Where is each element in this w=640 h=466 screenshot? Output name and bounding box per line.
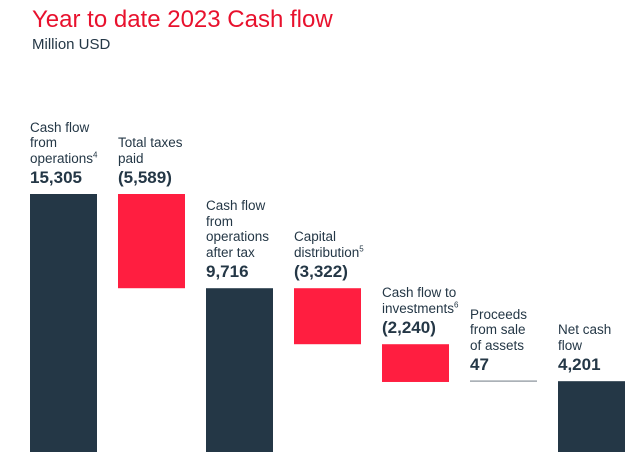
step-label-line: Proceeds xyxy=(470,306,528,322)
step-label-1: Cash flow from operations4 15,305 xyxy=(30,120,98,190)
data-label: 15,305 xyxy=(30,168,82,187)
data-label: (3,322) xyxy=(294,262,348,282)
step-label-line: operations4 xyxy=(30,150,98,166)
bar-5 xyxy=(382,344,449,382)
step-label-3: Cash flow from operations after tax 9,716 xyxy=(206,198,269,283)
footnote-marker: 4 xyxy=(93,150,98,159)
step-label-line: Net cash xyxy=(558,322,612,338)
step-label-line: flow xyxy=(558,337,583,353)
bar-1 xyxy=(30,194,97,452)
step-label-5: Cash flow to investments6 (2,240) xyxy=(382,285,458,339)
step-label-2: Total taxes paid (5,589) xyxy=(118,135,183,189)
step-label-line: investments6 xyxy=(382,300,459,316)
step-label-line: Cash flow xyxy=(206,198,266,214)
footnote-marker: 6 xyxy=(454,300,459,310)
step-label-4: Capital distribution5 (3,322) xyxy=(294,229,364,283)
step-label-line: paid xyxy=(118,150,144,166)
bar-7 xyxy=(558,381,625,452)
step-label-line: from xyxy=(30,135,57,150)
step-label-6: Proceeds from sale of assets 47 xyxy=(470,307,527,377)
step-label-line: from sale xyxy=(470,322,526,338)
step-label-line: Cash flow to xyxy=(382,285,457,301)
step-label-line: after tax xyxy=(206,244,255,260)
chart-subtitle: Million USD xyxy=(32,36,111,53)
data-label: 4,201 xyxy=(558,355,601,375)
bar-2 xyxy=(118,194,185,289)
step-label-line: Capital xyxy=(294,229,337,245)
bar-3 xyxy=(206,288,273,452)
step-label-7: Net cash flow 4,201 xyxy=(558,322,611,376)
step-label-line: distribution5 xyxy=(294,244,364,260)
bar-4 xyxy=(294,288,361,345)
step-label-line: from xyxy=(206,213,233,229)
footnote-marker: 5 xyxy=(359,244,364,254)
step-label-line: Cash flow xyxy=(30,119,90,135)
data-label: 9,716 xyxy=(206,262,249,282)
data-label: (2,240) xyxy=(382,318,436,338)
step-label-line: Total taxes xyxy=(118,135,183,150)
chart-title: Year to date 2023 Cash flow xyxy=(32,6,333,33)
step-label-line: of assets xyxy=(470,337,525,353)
data-label: (5,589) xyxy=(118,168,172,187)
data-label: 47 xyxy=(470,355,489,375)
step-label-line: operations xyxy=(206,229,270,245)
